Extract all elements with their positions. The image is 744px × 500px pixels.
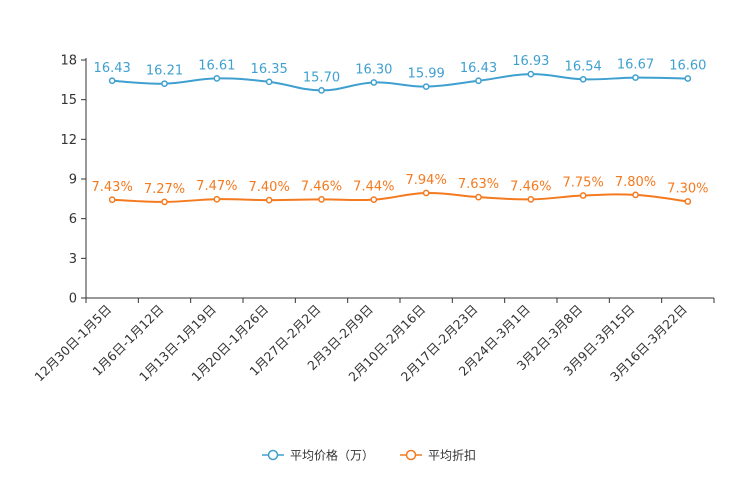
series-0-data-label: 16.61 — [198, 58, 235, 73]
series-0-data-label: 16.93 — [512, 54, 549, 69]
series-line-0 — [112, 73, 688, 92]
series-0-data-label: 16.43 — [460, 61, 497, 76]
legend-item-0[interactable]: 平均价格（万） — [262, 448, 374, 463]
y-tick-label-3: 3 — [69, 252, 77, 267]
series-1-point[interactable] — [108, 196, 116, 204]
series-1-data-label: 7.94% — [406, 173, 447, 188]
series-0-point[interactable] — [527, 70, 535, 78]
y-tick-label-0: 0 — [69, 292, 77, 307]
series-1-point[interactable] — [265, 196, 273, 204]
series-1-data-label: 7.43% — [92, 180, 133, 195]
y-tick-label-6: 6 — [69, 212, 77, 227]
series-1-point[interactable] — [213, 195, 221, 203]
series-0-data-label: 15.99 — [408, 67, 445, 82]
legend-label: 平均折扣 — [428, 448, 476, 463]
legend-swatch-marker — [267, 449, 279, 461]
series-0-point[interactable] — [370, 79, 378, 86]
series-1-point[interactable] — [422, 189, 430, 197]
series-0-point[interactable] — [265, 78, 273, 86]
series-1-data-label: 7.63% — [458, 177, 499, 192]
series-1-data-label: 7.44% — [353, 180, 394, 195]
y-tick-label-15: 15 — [60, 93, 77, 108]
series-0-data-label: 16.67 — [617, 58, 654, 73]
series-1-data-label: 7.47% — [196, 179, 237, 194]
series-0-point[interactable] — [475, 77, 482, 85]
series-0-data-label: 15.70 — [303, 70, 340, 85]
series-0-data-label: 16.60 — [669, 59, 706, 74]
series-0-data-label: 16.54 — [565, 59, 602, 74]
series-1-data-label: 7.46% — [510, 179, 551, 194]
series-0-point[interactable] — [213, 75, 221, 82]
series-1-data-label: 7.30% — [667, 181, 708, 196]
legend-swatch-marker — [405, 449, 417, 461]
series-1-point[interactable] — [632, 191, 639, 199]
series-1-point[interactable] — [579, 192, 587, 199]
series-0-point[interactable] — [108, 77, 116, 85]
series-0-data-label: 16.30 — [355, 62, 392, 77]
series-1-point[interactable] — [318, 196, 325, 203]
series-1-data-label: 7.27% — [144, 182, 185, 197]
series-0-point[interactable] — [684, 75, 692, 82]
legend-label: 平均价格（万） — [290, 448, 374, 463]
series-0-point[interactable] — [161, 80, 168, 88]
series-line-1 — [112, 191, 688, 203]
series-1-point[interactable] — [527, 196, 535, 203]
y-tick-label-9: 9 — [69, 173, 77, 188]
legend-item-1[interactable]: 平均折扣 — [400, 448, 476, 463]
series-0-point[interactable] — [632, 74, 639, 81]
series-1-data-label: 7.75% — [563, 176, 604, 191]
series-0-data-label: 16.43 — [94, 61, 131, 76]
series-0-point[interactable] — [422, 83, 430, 90]
series-1-data-label: 7.40% — [249, 180, 290, 195]
series-1-data-label: 7.46% — [301, 179, 342, 194]
y-tick-label-12: 12 — [60, 133, 77, 148]
series-1-point[interactable] — [370, 196, 378, 203]
series-0-point[interactable] — [579, 75, 587, 83]
series-1-data-label: 7.80% — [615, 175, 656, 190]
series-0-point[interactable] — [318, 87, 325, 94]
series-1-point[interactable] — [475, 193, 482, 201]
series-1-point[interactable] — [684, 198, 692, 205]
series-0-data-label: 16.21 — [146, 64, 183, 79]
series-1-point[interactable] — [161, 198, 168, 206]
y-tick-label-18: 18 — [60, 54, 77, 69]
series-0-data-label: 16.35 — [251, 62, 288, 77]
